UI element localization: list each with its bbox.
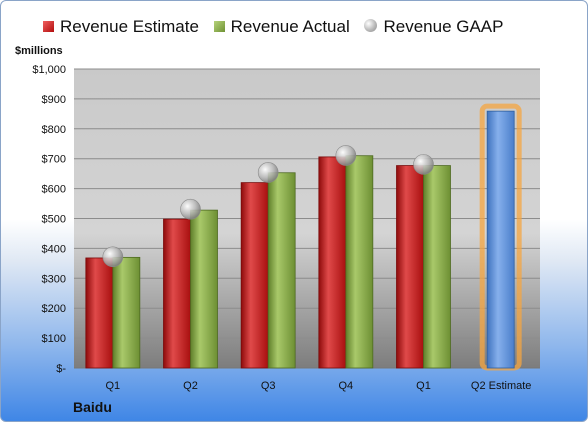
bar-revenue-estimate <box>240 182 269 369</box>
y-tick-label: $900 <box>42 94 66 106</box>
legend-swatch-revenue-estimate <box>43 21 54 32</box>
y-tick-label: $200 <box>42 303 66 315</box>
bar-revenue-actual <box>112 256 141 369</box>
x-tick-label: Q4 <box>338 380 353 392</box>
legend-label-revenue-estimate: Revenue Estimate <box>60 17 199 36</box>
bar-revenue-estimate <box>163 218 191 369</box>
marker-revenue-gaap <box>413 154 434 175</box>
x-tick-label: Q1 <box>105 380 120 392</box>
x-tick-label: Q3 <box>261 380 276 392</box>
bar-revenue-estimate <box>396 165 424 369</box>
x-tick-label: Q2 <box>183 380 198 392</box>
x-tick-label: Q1 <box>416 380 431 392</box>
chart-legend: Revenue Estimate Revenue Actual Revenue … <box>43 17 513 37</box>
bar-forecast <box>486 110 515 369</box>
legend-label-revenue-actual: Revenue Actual <box>230 17 350 36</box>
y-tick-label: $500 <box>42 214 66 226</box>
marker-revenue-gaap <box>180 198 201 220</box>
y-tick-label: $1,000 <box>32 64 66 76</box>
y-tick-label: $600 <box>42 184 66 196</box>
x-tick-label: Q2 Estimate <box>471 380 532 392</box>
y-tick-label: $800 <box>42 124 66 136</box>
y-tick-label: $700 <box>42 154 66 166</box>
company-name: Baidu <box>73 399 112 415</box>
marker-revenue-gaap <box>102 246 124 268</box>
y-tick-label: $- <box>56 363 66 375</box>
legend-swatch-revenue-gaap <box>364 19 378 32</box>
y-tick-label: $400 <box>42 243 66 255</box>
legend-swatch-revenue-actual <box>213 21 225 32</box>
bar-revenue-actual <box>423 165 451 369</box>
bar-revenue-estimate <box>318 156 347 369</box>
y-axis-unit-label: $millions <box>15 45 63 57</box>
bar-revenue-actual <box>190 209 218 369</box>
bar-revenue-actual <box>267 172 296 369</box>
bar-revenue-actual <box>345 155 374 369</box>
y-tick-label: $100 <box>42 333 66 345</box>
bar-revenue-estimate <box>85 257 114 369</box>
legend-revenue-actual: Revenue Actual <box>213 17 350 37</box>
legend-label-revenue-gaap: Revenue GAAP <box>383 17 504 36</box>
y-tick-label: $300 <box>42 273 66 285</box>
marker-revenue-gaap <box>335 145 357 166</box>
legend-revenue-estimate: Revenue Estimate <box>43 17 199 37</box>
legend-revenue-gaap: Revenue GAAP <box>364 17 503 37</box>
marker-revenue-gaap <box>257 162 279 183</box>
